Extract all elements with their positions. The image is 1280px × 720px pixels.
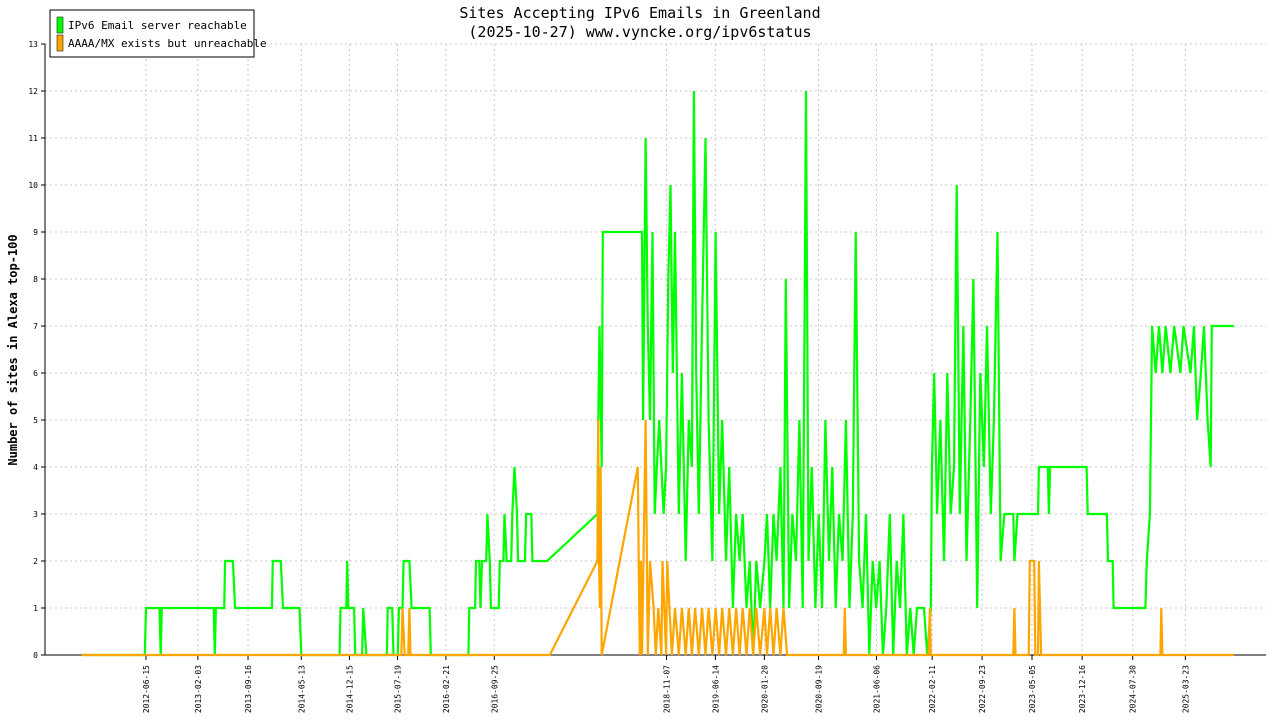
legend-swatch-orange (56, 34, 64, 52)
x-tick-label: 2018-11-07 (663, 665, 672, 713)
x-tick-label: 2022-02-11 (928, 665, 937, 713)
y-tick-label: 10 (28, 181, 38, 190)
y-axis-label: Number of sites in Alexa top-100 (6, 234, 20, 465)
x-tick-label: 2014-12-15 (345, 665, 354, 713)
x-tick-label: 2022-09-23 (978, 665, 987, 713)
x-tick-label: 2025-03-23 (1181, 665, 1190, 713)
y-tick-label: 2 (33, 557, 38, 566)
x-tick-label: 2013-02-03 (194, 665, 203, 713)
series-line-unreachable (81, 419, 1234, 657)
legend-label-reachable: IPv6 Email server reachable (68, 19, 247, 32)
y-tick-label: 3 (33, 510, 38, 519)
y-tick-label: 4 (33, 463, 38, 472)
x-tick-label: 2012-06-15 (142, 665, 151, 713)
x-tick-label: 2016-09-25 (490, 665, 499, 713)
x-tick-label: 2015-07-19 (394, 665, 403, 713)
legend-swatch-green (56, 16, 64, 34)
x-tick-label: 2020-09-19 (815, 665, 824, 713)
x-tick-label: 2020-01-20 (760, 665, 769, 713)
x-tick-label: 2023-05-05 (1028, 665, 1037, 713)
legend: IPv6 Email server reachable AAAA/MX exis… (49, 9, 267, 58)
legend-box (49, 9, 255, 58)
y-tick-label: 1 (33, 604, 38, 613)
y-tick-label: 6 (33, 369, 38, 378)
x-tick-label: 2013-09-16 (244, 665, 253, 713)
chart-title-line1: Sites Accepting IPv6 Emails in Greenland (459, 4, 820, 22)
x-tick-label: 2021-06-06 (872, 665, 881, 713)
y-tick-label: 0 (33, 651, 38, 660)
x-tick-label: 2016-02-21 (442, 665, 451, 713)
legend-label-unreachable: AAAA/MX exists but unreachable (68, 37, 267, 50)
y-tick-label: 11 (28, 134, 38, 143)
x-tick-label: 2014-05-13 (297, 665, 306, 713)
x-tick-label: 2023-12-16 (1078, 665, 1087, 713)
gridlines (45, 43, 1266, 655)
series-lines (81, 90, 1234, 657)
y-tick-label: 5 (33, 416, 38, 425)
chart-title-line2: (2025-10-27) www.vyncke.org/ipv6status (468, 23, 811, 41)
y-tick-label: 9 (33, 228, 38, 237)
x-tick-label: 2024-07-30 (1129, 665, 1138, 713)
y-tick-label: 12 (28, 87, 38, 96)
y-tick-label: 7 (33, 322, 38, 331)
x-tick-label: 2019-06-14 (711, 665, 720, 713)
y-tick-label: 8 (33, 275, 38, 284)
y-tick-label: 13 (28, 40, 38, 49)
